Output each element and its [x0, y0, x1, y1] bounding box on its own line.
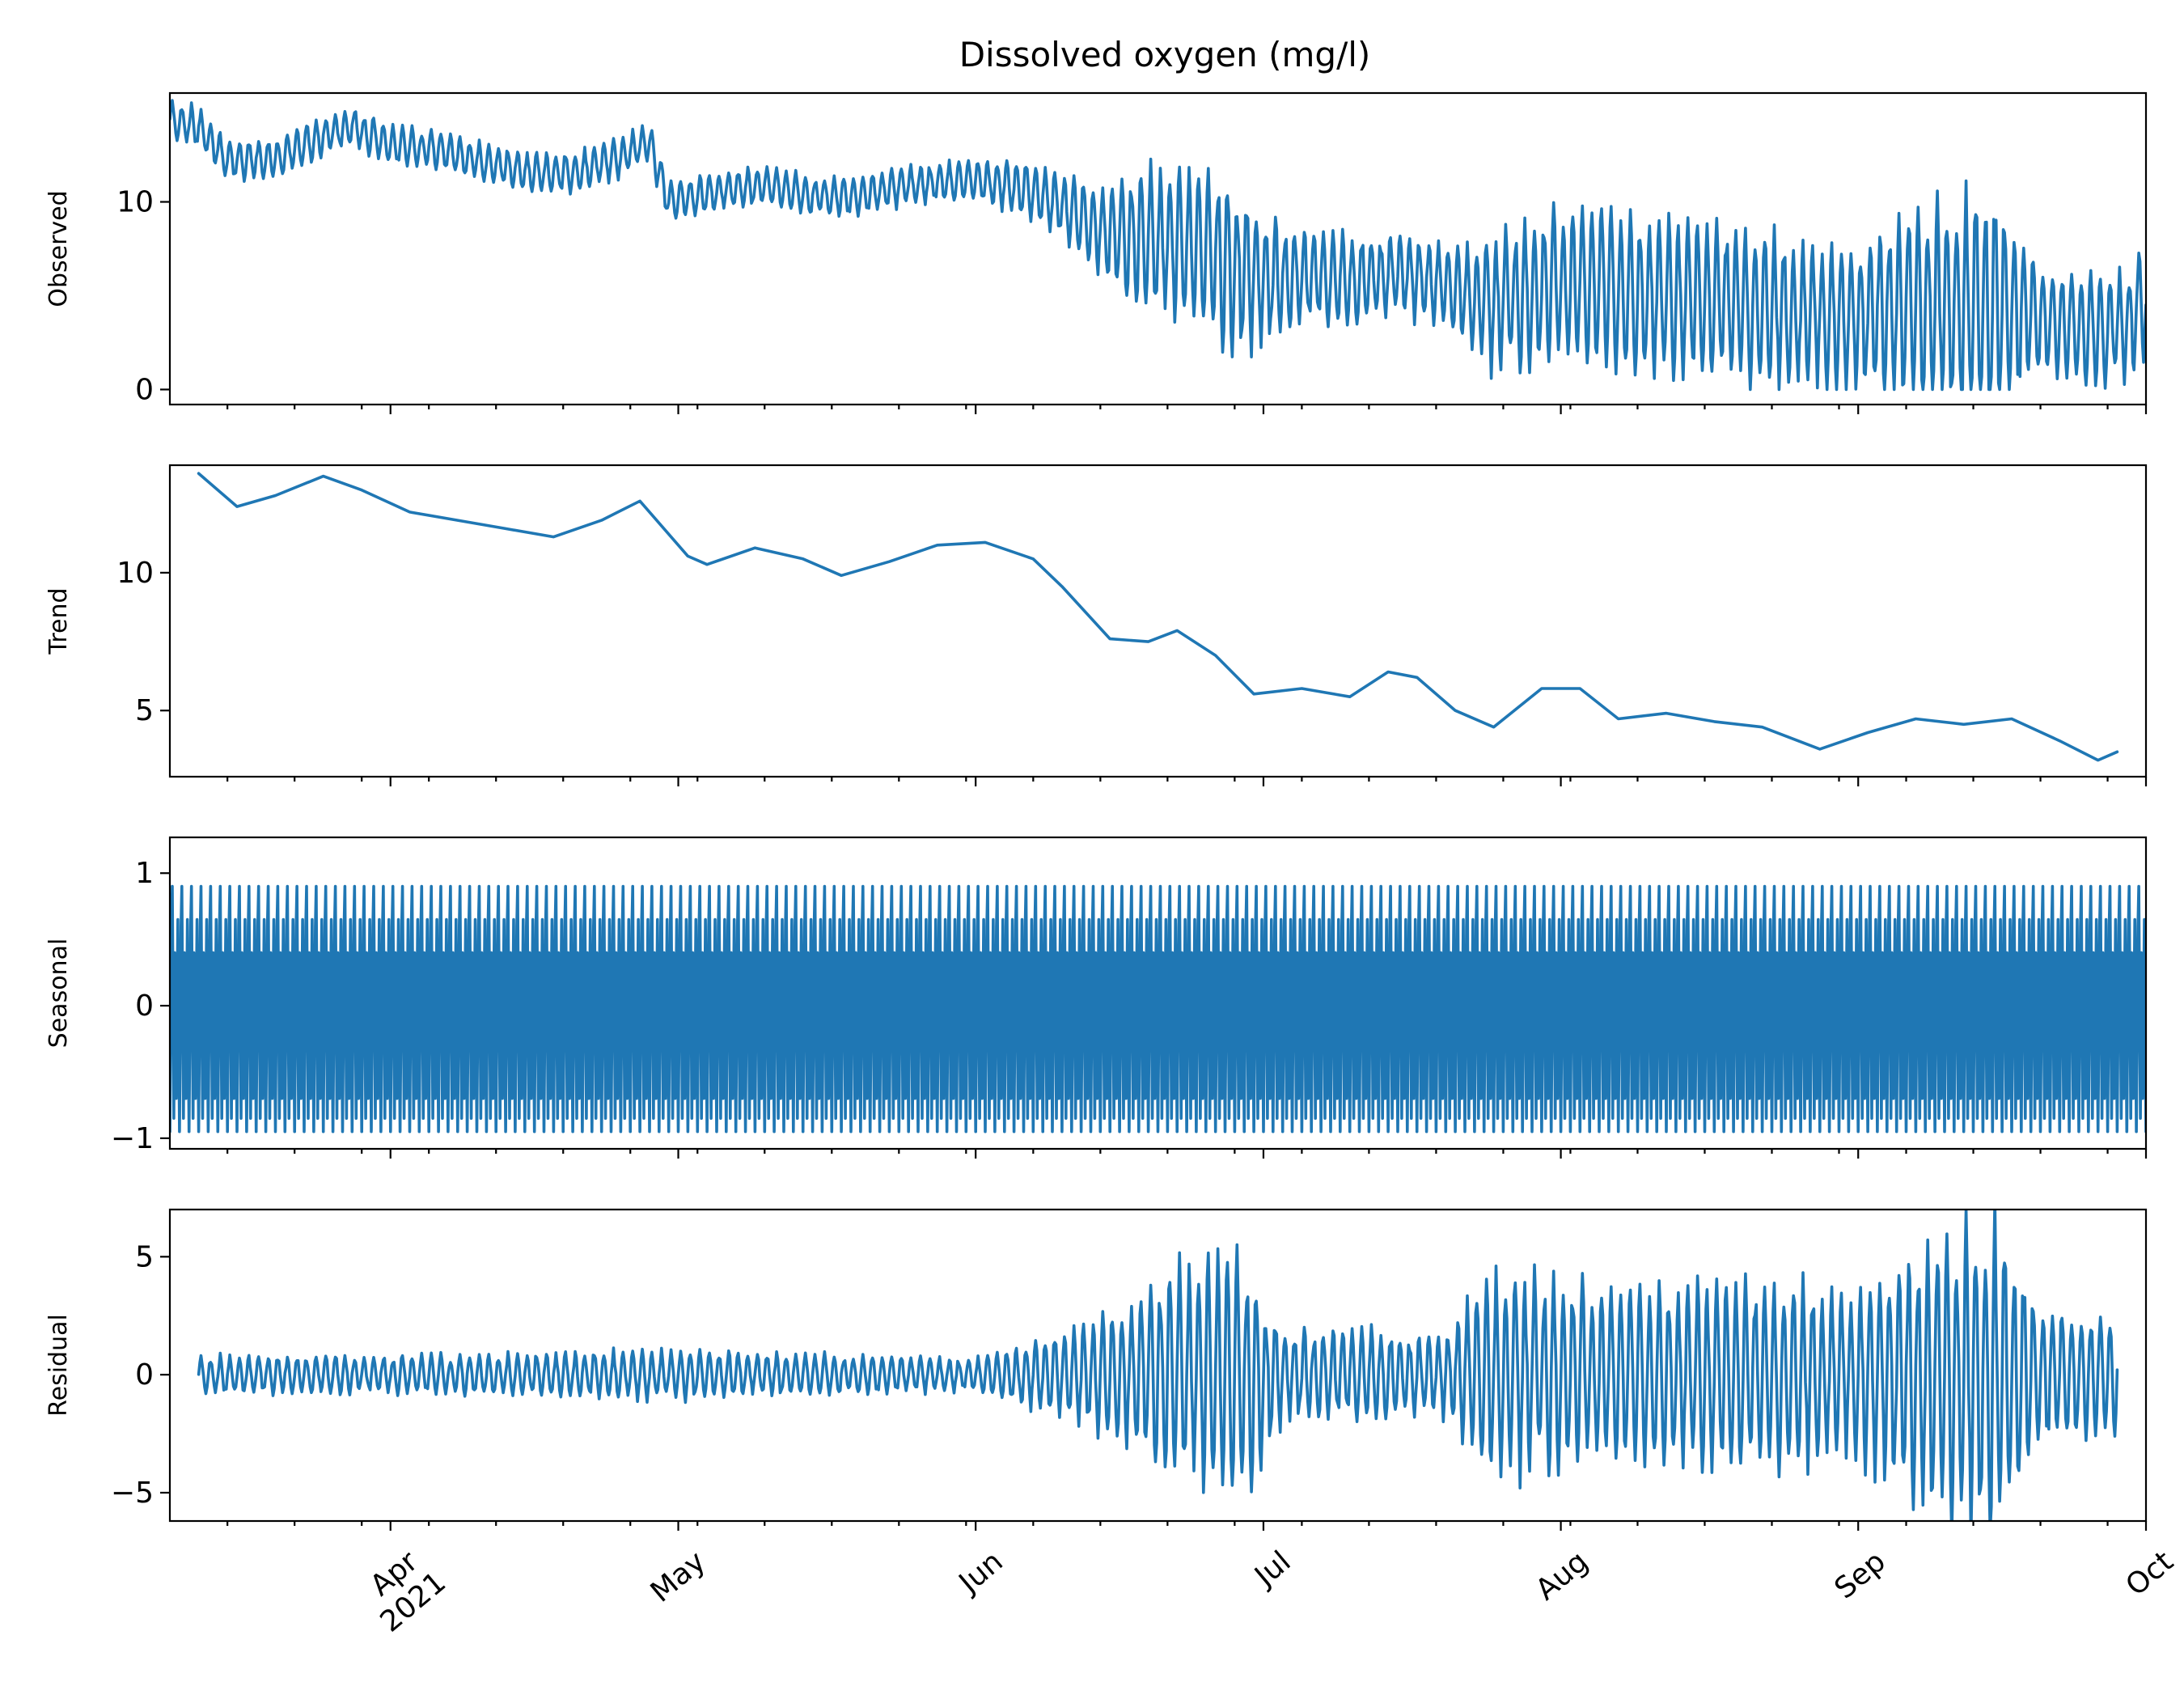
chart-title: Dissolved oxygen (mg/l)	[959, 35, 1371, 74]
y-tick-label-observed: 10	[116, 186, 154, 219]
series-line-residual	[197, 1210, 2119, 1521]
y-tick-label-seasonal: 1	[135, 857, 154, 890]
x-tick-label: Jul	[1247, 1545, 1297, 1595]
x-tick-label: Sep	[1829, 1545, 1892, 1606]
x-tick-label: May	[645, 1545, 712, 1609]
axes-frame-seasonal	[168, 836, 2148, 1150]
x-tick-label: Oct	[2120, 1545, 2180, 1603]
x-tick-label: Jun	[952, 1545, 1009, 1601]
y-tick-label-trend: 5	[135, 694, 154, 727]
x-tick-label: Aug	[1530, 1545, 1594, 1608]
y-tick-label-seasonal: 0	[135, 989, 154, 1023]
y-tick-label-trend: 10	[116, 557, 154, 590]
y-tick-label-seasonal: −1	[111, 1122, 154, 1155]
y-tick-label-residual: −5	[111, 1477, 154, 1510]
series-line-trend	[197, 472, 2119, 762]
y-tick-label-observed: 0	[135, 373, 154, 406]
axes-frame-residual	[168, 1208, 2148, 1523]
panel-trend: 5 10 Trend	[44, 464, 2148, 786]
y-axis-label-observed: Observed	[44, 190, 73, 307]
y-axis-label-residual: Residual	[44, 1314, 73, 1417]
y-tick-label-residual: 0	[135, 1358, 154, 1392]
y-axis-label-trend: Trend	[44, 587, 73, 655]
panel-seasonal: −1 0 1 Seasonal	[44, 836, 2148, 1159]
series-line-seasonal	[170, 884, 2146, 1133]
axes-frame-observed	[168, 91, 2148, 406]
y-axis-label-seasonal: Seasonal	[44, 938, 73, 1049]
series-line-observed	[170, 99, 2146, 392]
y-tick-label-residual: 5	[135, 1240, 154, 1273]
axes-frame-trend	[168, 464, 2148, 778]
panel-observed: 0 10 Observed	[44, 91, 2148, 414]
